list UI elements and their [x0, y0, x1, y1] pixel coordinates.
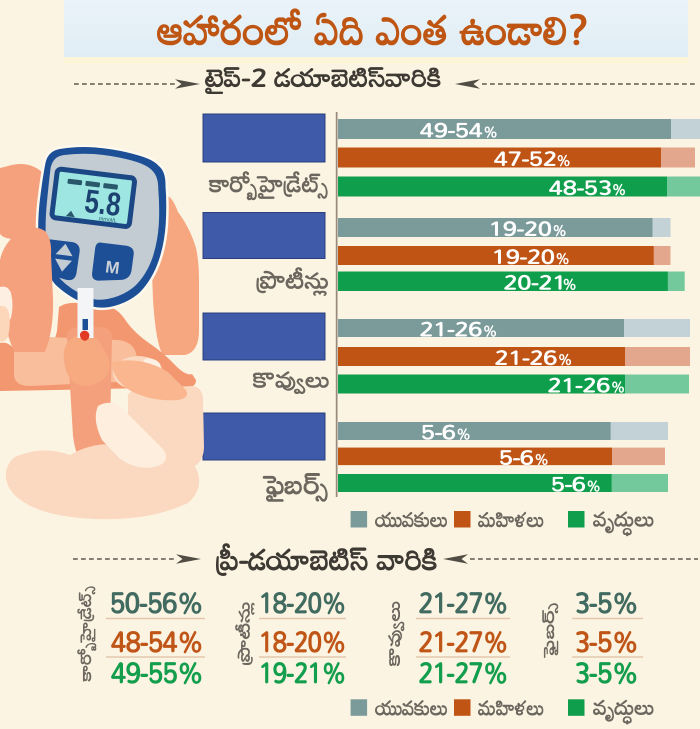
- svg-text:5.8: 5.8: [83, 182, 123, 223]
- svg-text:mmol/L: mmol/L: [98, 216, 117, 224]
- svg-text:M: M: [104, 257, 120, 278]
